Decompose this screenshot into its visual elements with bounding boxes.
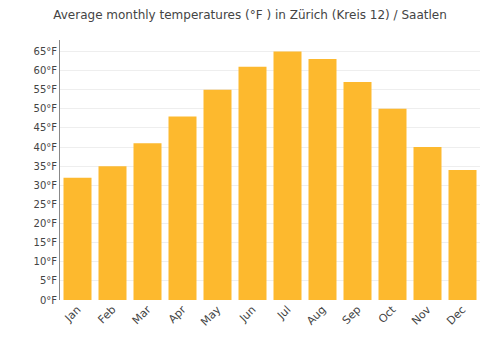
svg-text:60°F: 60°F	[34, 65, 58, 76]
svg-text:Nov: Nov	[409, 303, 434, 328]
svg-text:15°F: 15°F	[34, 237, 58, 248]
svg-text:Oct: Oct	[376, 303, 399, 326]
svg-text:5°F: 5°F	[40, 275, 57, 286]
svg-text:65°F: 65°F	[34, 46, 58, 57]
svg-text:Jan: Jan	[62, 303, 84, 325]
svg-text:Jul: Jul	[274, 303, 293, 322]
svg-text:30°F: 30°F	[34, 180, 58, 191]
svg-text:Apr: Apr	[166, 303, 189, 326]
svg-text:Feb: Feb	[96, 303, 119, 326]
svg-text:Aug: Aug	[304, 303, 328, 327]
svg-text:Mar: Mar	[130, 303, 154, 327]
svg-text:10°F: 10°F	[34, 256, 58, 267]
svg-text:25°F: 25°F	[34, 199, 58, 210]
svg-text:50°F: 50°F	[34, 103, 58, 114]
svg-text:Sep: Sep	[340, 303, 364, 327]
svg-text:45°F: 45°F	[34, 122, 58, 133]
svg-text:Average monthly temperatures (: Average monthly temperatures (°F ) in Zü…	[53, 8, 447, 22]
svg-text:0°F: 0°F	[40, 295, 57, 306]
svg-text:20°F: 20°F	[34, 218, 58, 229]
svg-text:Dec: Dec	[444, 303, 468, 327]
svg-text:40°F: 40°F	[34, 142, 58, 153]
svg-text:35°F: 35°F	[34, 161, 58, 172]
svg-text:Jun: Jun	[236, 303, 258, 325]
svg-text:55°F: 55°F	[34, 84, 58, 95]
svg-text:May: May	[198, 303, 224, 329]
